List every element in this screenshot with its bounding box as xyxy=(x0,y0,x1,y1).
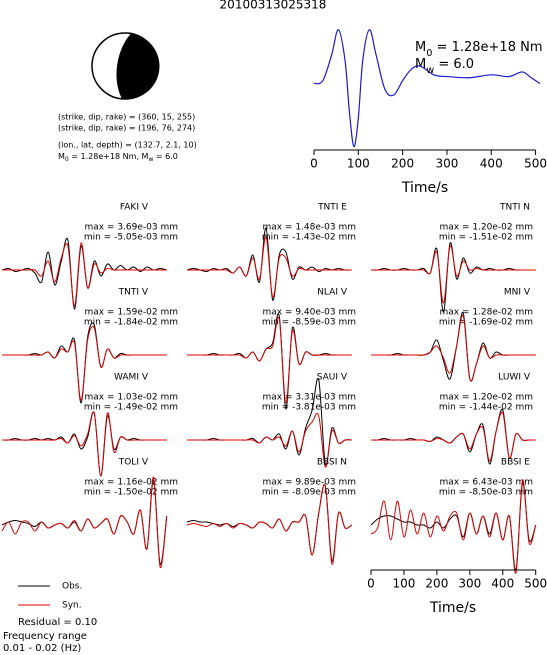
x-tick-label: 500 xyxy=(524,157,547,171)
x-axis-label: Time/s xyxy=(401,180,448,196)
amplitude-annotation: min = -1.49e-02 mm xyxy=(84,403,178,413)
x-tick-label: 200 xyxy=(425,577,448,591)
moment-annotation-part: M xyxy=(415,40,426,55)
moment-annotation-part: 0 xyxy=(426,48,432,59)
source-line: (strike, dip, rake) = (360, 15, 255) xyxy=(58,113,195,122)
magnitude-line-part: = 6.0 xyxy=(153,152,178,161)
amplitude-annotation: max = 3.31e-03 mm xyxy=(262,393,356,403)
waveform xyxy=(187,313,352,410)
moment-annotation: M0 = 1.28e+18 Nm xyxy=(415,40,543,59)
station-label: TOLI V xyxy=(118,458,149,468)
waveform xyxy=(187,377,352,466)
legend-label: Obs. xyxy=(62,582,82,592)
waveform xyxy=(371,411,536,462)
figure-title: 20100313025318 xyxy=(220,0,327,12)
x-tick-label: 0 xyxy=(310,157,318,171)
waveform xyxy=(2,325,167,401)
x-tick-label: 500 xyxy=(524,577,547,591)
station-label: MNI V xyxy=(504,288,531,298)
station-label: BBSI N xyxy=(317,458,347,468)
station-label: SAUI V xyxy=(317,373,348,383)
station-label: BBSI E xyxy=(501,458,530,468)
station-label: TNTI E xyxy=(317,203,347,213)
magnitude-annotation-part: M xyxy=(415,57,426,72)
amplitude-annotation: max = 1.20e-02 mm xyxy=(439,393,533,403)
amplitude-annotation: min = -1.51e-02 mm xyxy=(439,233,533,243)
magnitude-annotation-part: = 6.0 xyxy=(434,57,474,72)
waveform xyxy=(370,479,537,574)
amplitude-annotation: max = 3.69e-03 mm xyxy=(84,223,178,233)
source-line: (lon., lat, depth) = (132.7, 2.1, 10) xyxy=(58,141,197,150)
x-tick-label: 400 xyxy=(491,577,514,591)
note: 0.01 - 0.02 (Hz) xyxy=(3,643,81,654)
station-label: WAMI V xyxy=(114,373,149,383)
amplitude-annotation: min = -8.59e-03 mm xyxy=(262,318,356,328)
waveform xyxy=(2,322,167,404)
amplitude-annotation: min = -1.50e-02 mm xyxy=(84,488,178,498)
beachball xyxy=(91,32,160,100)
x-tick-label: 200 xyxy=(391,157,414,171)
legend-label: Syn. xyxy=(62,601,82,611)
amplitude-annotation: min = -1.44e-02 mm xyxy=(439,403,533,413)
amplitude-annotation: min = -3.81e-03 mm xyxy=(262,403,356,413)
magnitude-line-part: 0 xyxy=(65,156,69,163)
waveform xyxy=(2,242,167,307)
amplitude-annotation: min = -5.05e-03 mm xyxy=(84,233,178,243)
x-tick-label: 400 xyxy=(480,157,503,171)
compressional-quadrant xyxy=(116,33,160,100)
waveform xyxy=(2,411,167,477)
amplitude-annotation: min = -1.43e-02 mm xyxy=(262,233,356,243)
amplitude-annotation: max = 1.28e-02 mm xyxy=(439,308,533,318)
amplitude-annotation: max = 1.03e-02 mm xyxy=(84,393,178,403)
note: Residual = 0.10 xyxy=(18,617,97,628)
amplitude-annotation: max = 9.40e-03 mm xyxy=(262,308,356,318)
x-tick-label: 100 xyxy=(347,157,370,171)
amplitude-annotation: max = 1.59e-02 mm xyxy=(84,308,178,318)
magnitude-line-part: M xyxy=(58,152,65,161)
waveform xyxy=(187,412,352,468)
station-label: TNTI N xyxy=(499,203,530,213)
x-tick-label: 100 xyxy=(392,577,415,591)
amplitude-annotation: min = -8.50e-03 mm xyxy=(439,488,533,498)
amplitude-annotation: max = 1.20e-02 mm xyxy=(439,223,533,233)
amplitude-annotation: max = 1.16e-02 mm xyxy=(84,478,178,488)
note: Frequency range xyxy=(3,631,87,642)
waveform xyxy=(187,316,352,404)
magnitude-line-part: = 1.28e+18 Nm, M xyxy=(69,152,149,161)
x-tick-label: 0 xyxy=(367,577,375,591)
magnitude-annotation: Mw = 6.0 xyxy=(415,57,474,76)
moment-annotation-part: = 1.28e+18 Nm xyxy=(432,40,542,55)
station-label: FAKI V xyxy=(120,203,149,213)
source-line: (strike, dip, rake) = (196, 76, 274) xyxy=(58,124,195,133)
waveform xyxy=(1,476,168,568)
station-label: LUWI V xyxy=(498,373,531,383)
waveform xyxy=(1,237,167,310)
waveform xyxy=(371,245,536,304)
amplitude-annotation: min = -8.09e-03 mm xyxy=(262,488,356,498)
magnitude-annotation-part: w xyxy=(426,65,434,76)
amplitude-annotation: min = -1.84e-02 mm xyxy=(84,318,178,328)
magnitude-line: M0 = 1.28e+18 Nm, Mw = 6.0 xyxy=(58,152,178,164)
x-axis-label: Time/s xyxy=(429,600,476,616)
waveform xyxy=(313,29,541,148)
amplitude-annotation: max = 9.89e-03 mm xyxy=(262,478,356,488)
amplitude-annotation: max = 1.48e-03 mm xyxy=(262,223,356,233)
waveform xyxy=(186,483,352,565)
station-label: NLAI V xyxy=(317,288,348,298)
station-label: TNTI V xyxy=(118,288,149,298)
amplitude-annotation: max = 6.43e-03 mm xyxy=(439,478,533,488)
waveform xyxy=(187,236,352,298)
waveform xyxy=(371,314,536,382)
x-tick-label: 300 xyxy=(435,157,458,171)
amplitude-annotation: min = -1.69e-02 mm xyxy=(439,318,533,328)
magnitude-line-part: w xyxy=(148,156,153,163)
x-tick-label: 300 xyxy=(458,577,481,591)
waveform xyxy=(370,242,536,313)
